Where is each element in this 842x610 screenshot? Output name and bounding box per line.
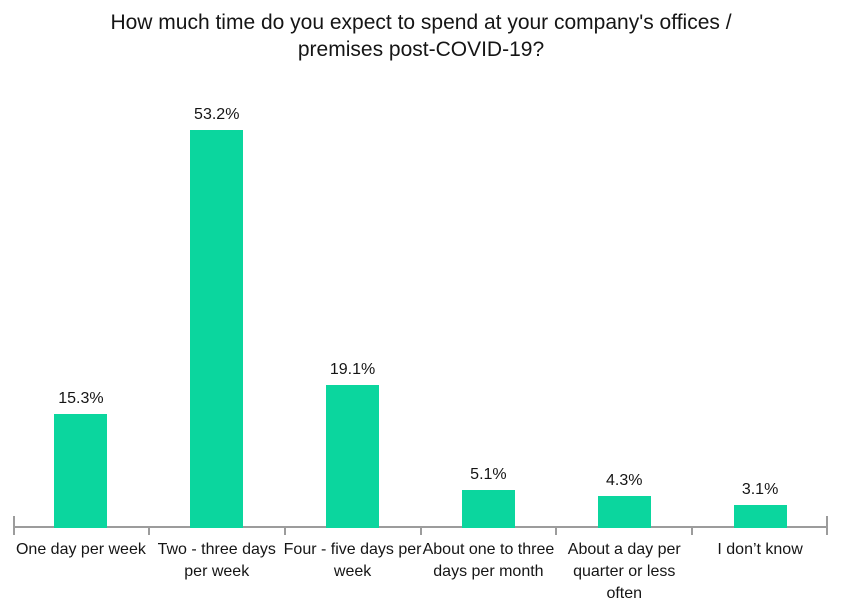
category-label: About a day per quarter or less often (567, 541, 681, 602)
bar-column: 53.2% Two - three days per week (149, 79, 285, 580)
axis-end-tick (13, 516, 15, 527)
bar-value-label: 5.1% (470, 465, 507, 483)
x-axis-line (13, 526, 828, 528)
bar-column: 5.1% About one to three days per month (421, 79, 557, 580)
axis-tick (13, 528, 15, 535)
bar-column: 4.3% About a day per quarter or less ofte… (556, 79, 692, 602)
category-label: I don’t know (717, 541, 803, 558)
axis-end-tick (826, 516, 828, 527)
axis-tick (283, 528, 286, 535)
bar-value-label: 3.1% (741, 480, 779, 498)
axis-tick (147, 528, 150, 535)
bar-column: 19.1% Four - five days per week (284, 79, 422, 580)
category-label: About one to three days per month (422, 541, 555, 580)
axis-tick (691, 528, 694, 535)
plot-area: 15.3% One day per week 53.2% Two - three da… (13, 79, 828, 602)
bar-column: 3.1% I don’t know (692, 79, 828, 558)
category-label: Two - three days per week (157, 541, 276, 580)
bar (597, 495, 651, 528)
category-label: Four - five days per week (283, 541, 422, 580)
category-label: One day per week (15, 541, 146, 558)
axis-tick (419, 528, 422, 535)
bar-value-label: 15.3% (58, 389, 104, 407)
axis-tick (555, 528, 558, 535)
chart-title: How much time do you expect to spend at … (110, 11, 732, 61)
axis-tick (826, 528, 828, 535)
bar (326, 385, 380, 528)
bar-value-label: 53.2% (194, 105, 240, 123)
bar-column: 15.3% One day per week (13, 79, 149, 558)
bar (54, 413, 108, 528)
bar (733, 504, 787, 528)
bar-value-label: 19.1% (329, 361, 376, 379)
bar (461, 489, 515, 528)
bar (190, 129, 244, 528)
bar-value-label: 4.3% (606, 471, 643, 489)
